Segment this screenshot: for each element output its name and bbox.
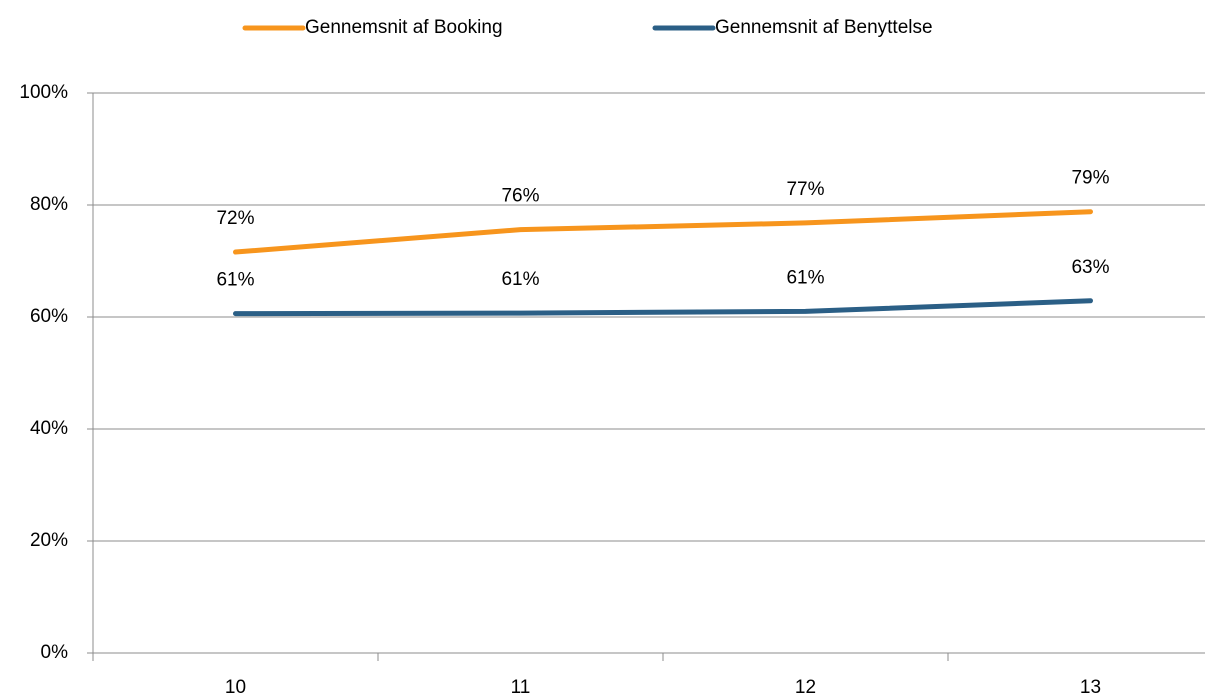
legend-label: Gennemsnit af Booking bbox=[305, 17, 503, 38]
y-tick-label: 80% bbox=[30, 194, 68, 215]
x-tick-label: 12 bbox=[795, 677, 816, 698]
line bbox=[233, 209, 1093, 255]
data-label: 61% bbox=[216, 270, 254, 291]
data-label: 72% bbox=[216, 208, 254, 229]
data-label: 76% bbox=[501, 186, 539, 207]
x-tick-label: 13 bbox=[1080, 677, 1101, 698]
y-tick-label: 40% bbox=[30, 418, 68, 439]
y-tick-label: 60% bbox=[30, 306, 68, 327]
y-tick-label: 0% bbox=[41, 642, 69, 663]
y-tick-label: 20% bbox=[30, 530, 68, 551]
data-label: 63% bbox=[1071, 257, 1109, 278]
data-label: 61% bbox=[786, 267, 824, 288]
x-tick-label: 10 bbox=[225, 677, 246, 698]
line bbox=[233, 298, 1093, 317]
legend-label: Gennemsnit af Benyttelse bbox=[715, 17, 933, 38]
data-label: 79% bbox=[1071, 168, 1109, 189]
data-label: 77% bbox=[786, 179, 824, 200]
y-tick-label: 100% bbox=[19, 82, 68, 103]
x-tick-label: 11 bbox=[511, 677, 531, 698]
data-label: 61% bbox=[501, 269, 539, 290]
